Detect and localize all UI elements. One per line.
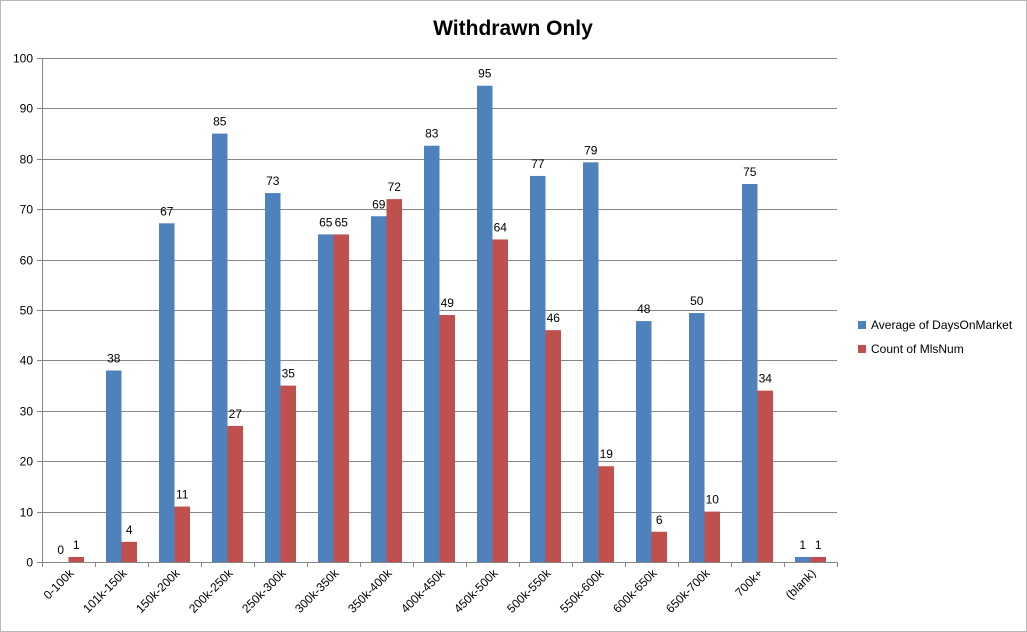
x-tick-label: 350k-400k: [345, 566, 395, 616]
data-label: 67: [160, 204, 174, 218]
bar-count-13: [757, 390, 773, 562]
x-tick-label: 600k-650k: [610, 566, 660, 616]
x-tick-label: 250k-300k: [239, 566, 289, 616]
bar-count-12: [704, 511, 720, 562]
data-label: 6: [656, 513, 663, 527]
x-tick-label: 150k-200k: [133, 566, 183, 616]
bar-avg-days-5: [318, 234, 334, 562]
data-label: 1: [799, 538, 806, 552]
x-tick-label: 500k-550k: [504, 566, 554, 616]
y-tick-label: 50: [20, 304, 34, 318]
data-label: 11: [176, 488, 189, 502]
data-label: 0: [57, 543, 64, 557]
legend-label: Count of MlsNum: [871, 342, 964, 356]
bars: [68, 85, 826, 563]
bar-count-10: [598, 466, 614, 562]
data-label: 19: [600, 447, 614, 461]
x-tick-label: 0-100k: [41, 566, 78, 603]
data-label: 95: [478, 67, 492, 81]
bar-avg-days-14: [795, 556, 811, 562]
y-tick-label: 100: [13, 52, 33, 66]
data-label: 1: [73, 538, 80, 552]
data-label: 50: [690, 294, 704, 308]
y-tick-label: 90: [20, 102, 34, 116]
x-tick-label: 101k-150k: [80, 566, 130, 616]
y-tick-label: 10: [20, 506, 34, 520]
data-label: 65: [335, 215, 349, 229]
bar-avg-days-8: [477, 85, 493, 562]
bar-avg-days-13: [742, 184, 758, 562]
bar-avg-days-6: [371, 216, 387, 563]
x-tick-label: 300k-350k: [292, 566, 342, 616]
bar-count-9: [545, 330, 561, 562]
x-tick-label: 400k-450k: [398, 566, 448, 616]
legend: Average of DaysOnMarket Count of MlsNum: [858, 318, 1013, 356]
bar-avg-days-2: [159, 223, 175, 562]
data-label: 73: [266, 174, 280, 188]
bar-avg-days-3: [212, 133, 228, 562]
data-label: 75: [743, 165, 757, 179]
data-label: 10: [706, 493, 720, 507]
bar-count-2: [174, 506, 190, 562]
data-label: 1: [815, 538, 822, 552]
bar-count-6: [386, 199, 402, 562]
bar-count-7: [439, 315, 455, 562]
bar-count-14: [810, 556, 826, 562]
data-label: 27: [229, 407, 243, 421]
data-label: 48: [637, 302, 651, 316]
bar-avg-days-11: [636, 321, 652, 562]
legend-swatch: [858, 345, 866, 353]
bar-avg-days-9: [530, 175, 546, 562]
y-tick-label: 40: [20, 354, 34, 368]
data-label: 72: [388, 180, 402, 194]
data-labels: 0386785736569839577794850751141127356572…: [57, 67, 822, 557]
y-tick-label: 20: [20, 455, 34, 469]
bar-count-8: [492, 239, 508, 562]
bar-count-3: [227, 425, 243, 562]
y-tick-label: 60: [20, 254, 34, 268]
data-label: 38: [107, 351, 121, 365]
x-tick-label: 650k-700k: [663, 566, 713, 616]
bar-count-4: [280, 385, 296, 562]
x-tick-label: 550k-600k: [557, 566, 607, 616]
legend-swatch: [858, 321, 866, 329]
x-tick-label: 200k-250k: [186, 566, 236, 616]
x-tick-label: (blank): [783, 566, 819, 602]
bar-count-11: [651, 531, 667, 562]
chart-title: Withdrawn Only: [433, 17, 593, 40]
data-label: 65: [319, 215, 333, 229]
bar-avg-days-7: [424, 145, 440, 563]
data-label: 69: [372, 197, 386, 211]
y-tick-label: 0: [26, 556, 33, 570]
x-tick-label: 450k-500k: [451, 566, 501, 616]
bar-count-1: [121, 541, 137, 562]
y-tick-label: 80: [20, 153, 34, 167]
data-label: 46: [547, 311, 561, 325]
bar-avg-days-4: [265, 193, 281, 562]
bar-avg-days-10: [583, 162, 599, 562]
data-label: 34: [759, 372, 773, 386]
data-label: 85: [213, 115, 227, 129]
bar-count-5: [333, 234, 349, 562]
data-label: 64: [494, 220, 508, 234]
y-tick-label: 30: [20, 405, 34, 419]
data-label: 79: [584, 143, 598, 157]
data-label: 35: [282, 367, 296, 381]
data-label: 77: [531, 157, 545, 171]
y-tick-label: 70: [20, 203, 34, 217]
bar-avg-days-1: [106, 370, 122, 562]
bar-count-0: [68, 556, 84, 562]
bar-avg-days-12: [689, 313, 705, 562]
x-tick-label: 700k+: [732, 566, 765, 599]
data-label: 4: [126, 523, 133, 537]
data-label: 83: [425, 127, 439, 141]
legend-label: Average of DaysOnMarket: [871, 318, 1013, 332]
data-label: 49: [441, 296, 455, 310]
